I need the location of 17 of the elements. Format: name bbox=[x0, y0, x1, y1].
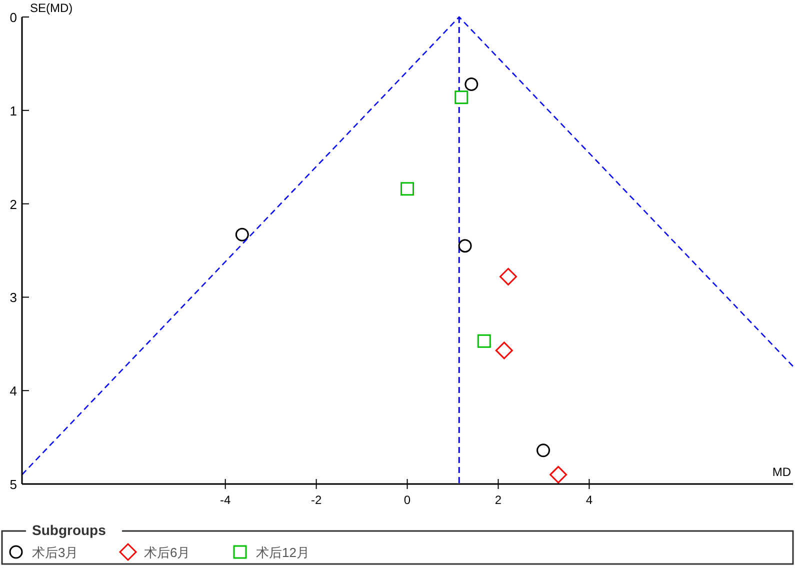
x-tick-label: 0 bbox=[404, 493, 411, 507]
y-tick-label: 2 bbox=[10, 196, 17, 212]
legend-title: Subgroups bbox=[32, 522, 106, 538]
y-tick-label: 0 bbox=[10, 10, 17, 25]
x-tick-label: -4 bbox=[220, 493, 231, 507]
x-axis-title: MD bbox=[772, 465, 792, 479]
x-tick-label: 2 bbox=[494, 493, 502, 507]
x-tick-label: -2 bbox=[310, 493, 322, 507]
y-tick-label: 4 bbox=[10, 384, 17, 399]
y-tick-label: 1 bbox=[10, 103, 17, 118]
x-tick-label: 4 bbox=[586, 493, 593, 507]
y-axis-title: SE(MD) bbox=[30, 1, 73, 15]
legend-label: 术后6月 bbox=[144, 545, 190, 560]
legend-label: 术后3月 bbox=[32, 545, 78, 560]
y-tick-label: 3 bbox=[10, 290, 17, 306]
legend-label: 术后12月 bbox=[256, 545, 310, 560]
y-tick-label: 5 bbox=[10, 477, 17, 492]
